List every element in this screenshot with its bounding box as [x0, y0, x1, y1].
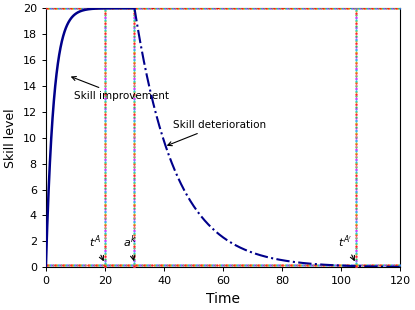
Y-axis label: Skill level: Skill level: [4, 108, 17, 167]
Text: $a^k$: $a^k$: [123, 233, 137, 260]
Text: Skill improvement: Skill improvement: [72, 77, 169, 101]
X-axis label: Time: Time: [206, 292, 240, 306]
Text: $t^A$: $t^A$: [89, 233, 103, 260]
Text: $t^{A'}$: $t^{A'}$: [338, 233, 354, 260]
Text: Skill deterioration: Skill deterioration: [168, 120, 266, 146]
